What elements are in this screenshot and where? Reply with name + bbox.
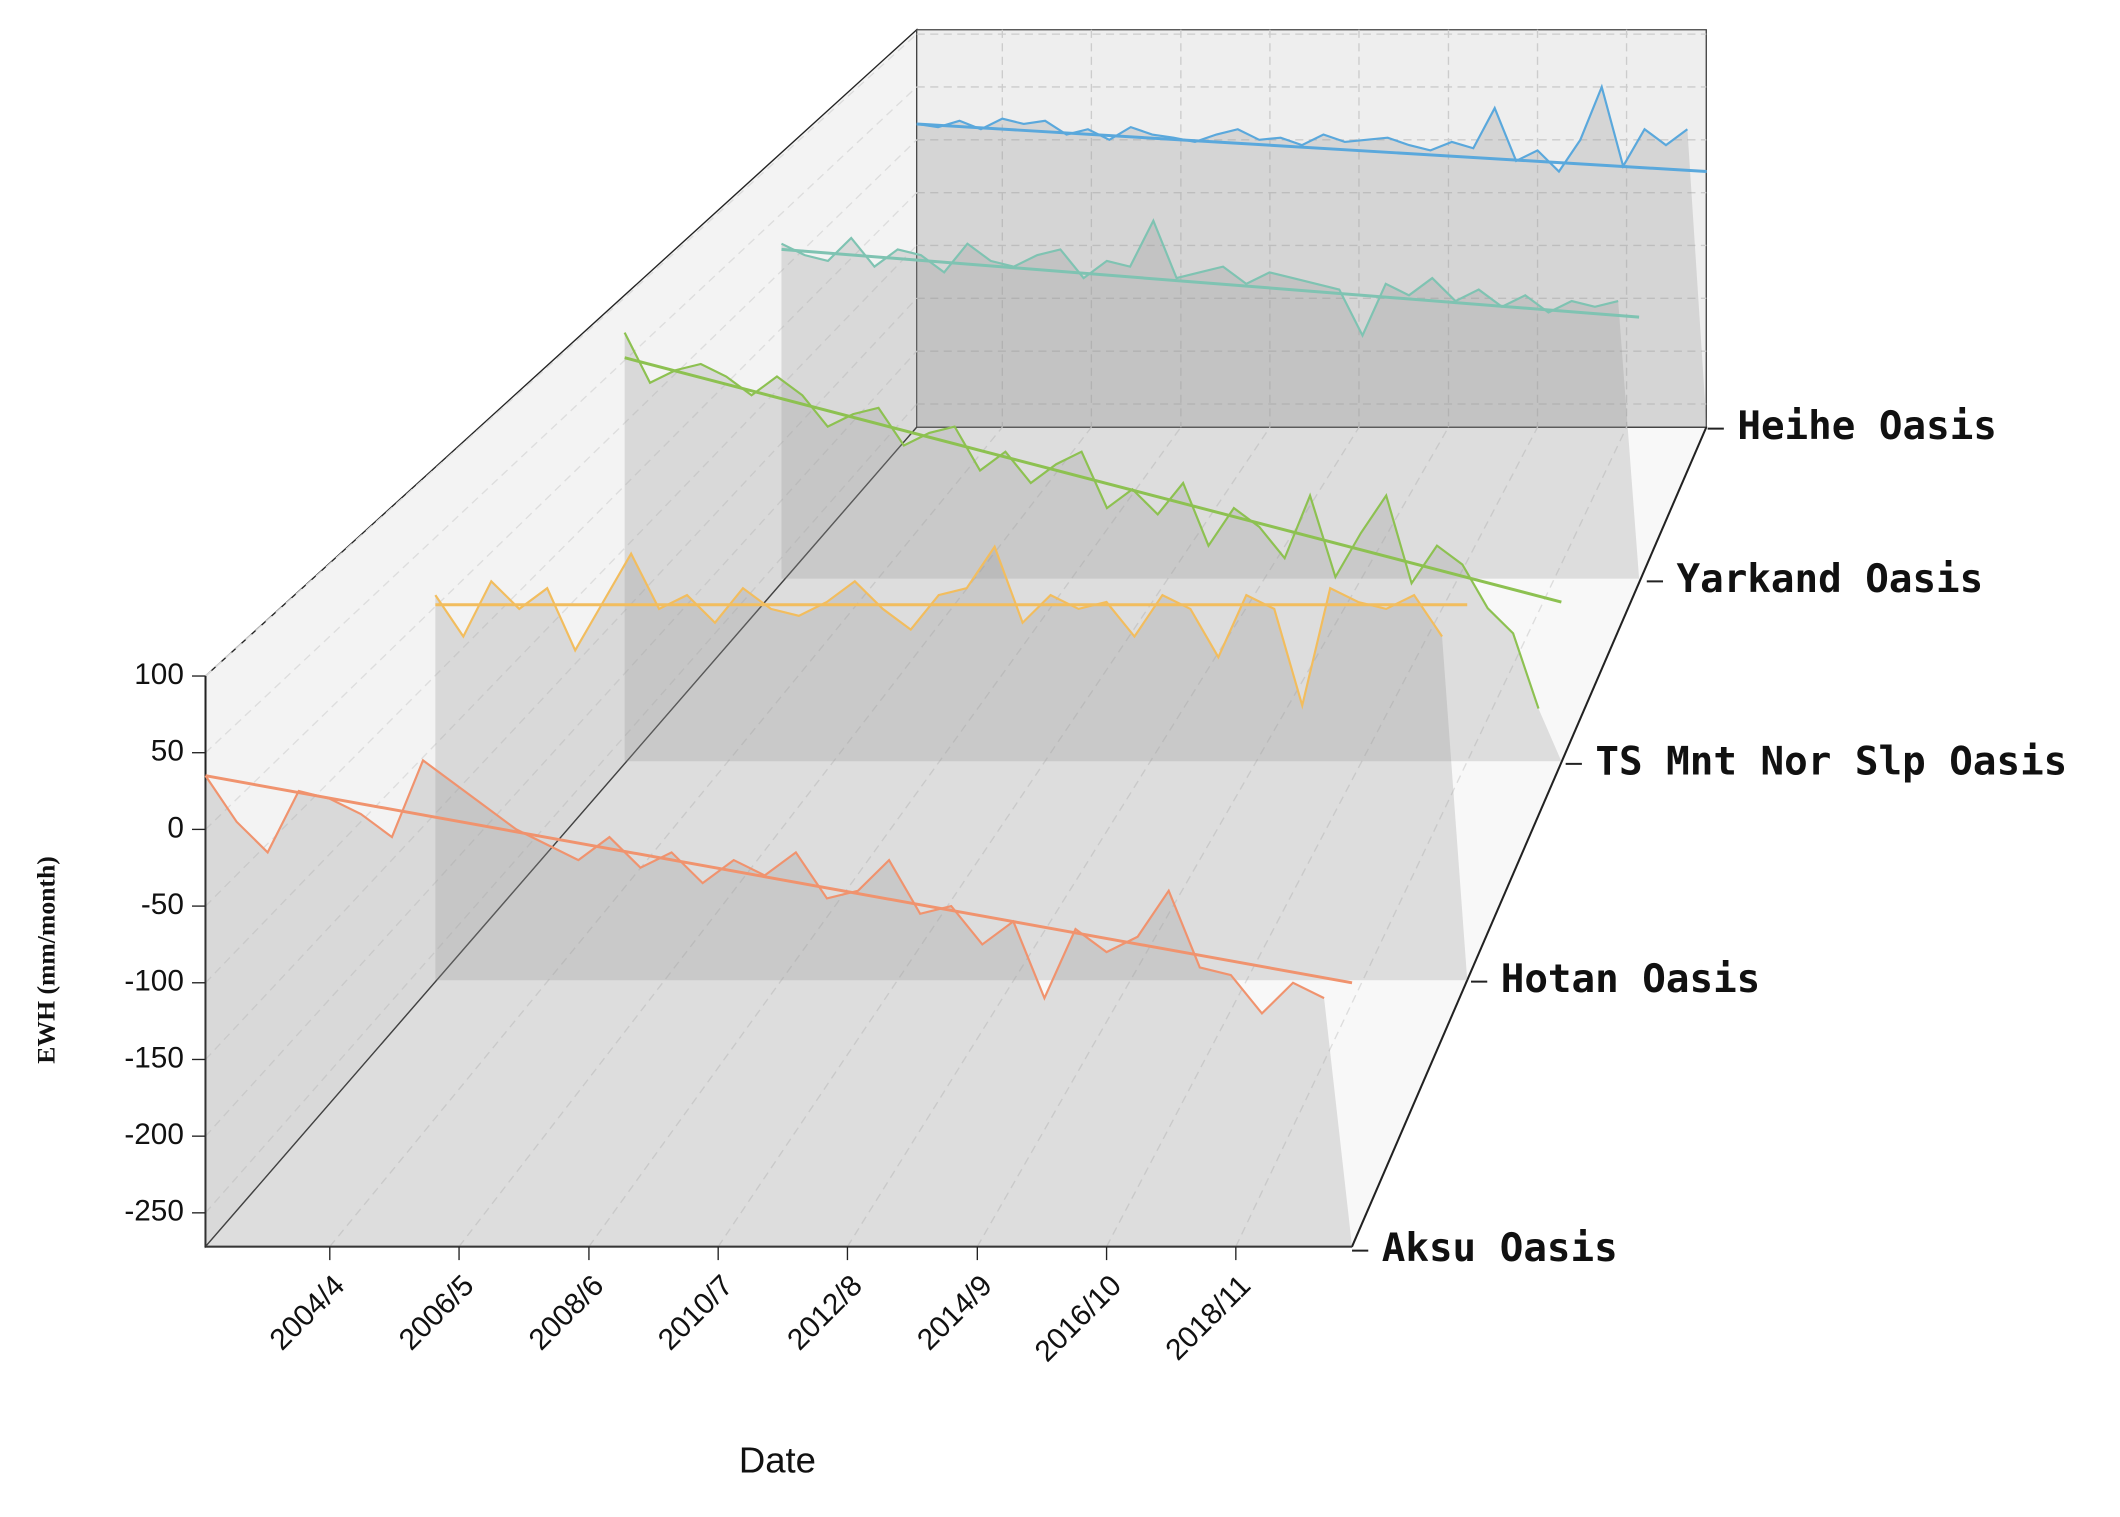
trend-line — [205, 774, 1353, 985]
x-axis-title: Date — [739, 1440, 816, 1481]
y-tick-label: -200 — [124, 1118, 184, 1151]
y-tick-label: -250 — [124, 1195, 184, 1228]
series-line — [916, 83, 1689, 174]
grid-line — [205, 297, 918, 1060]
depth-axis — [1351, 426, 1708, 1247]
grid-line — [1235, 426, 1628, 1247]
series-label: Hotan Oasis — [1501, 957, 1761, 1002]
y-tick-label: 50 — [151, 735, 184, 768]
grid-line — [329, 426, 1003, 1248]
x-tick-label: 2010/7 — [652, 1269, 740, 1357]
grid-line — [717, 426, 1271, 1247]
series-line — [434, 544, 1443, 710]
x-tick-label: 2004/4 — [263, 1269, 351, 1357]
y-tick-label: -100 — [124, 965, 184, 998]
grid-line — [205, 403, 918, 1214]
x-tick-label: 2006/5 — [393, 1269, 481, 1357]
area — [205, 760, 1353, 1247]
grid-line — [1105, 426, 1539, 1247]
area — [916, 86, 1707, 428]
y-axis-title: EWH (mm/month) — [32, 856, 61, 1064]
area — [624, 332, 1562, 762]
x-tick-label: 2014/9 — [911, 1269, 999, 1357]
series-label: Aksu Oasis — [1382, 1226, 1618, 1271]
trend-line — [781, 247, 1640, 319]
series-line — [623, 332, 1540, 709]
grid-line — [205, 245, 918, 984]
series-line — [781, 218, 1619, 338]
grid-line — [205, 350, 918, 1137]
grid-line — [846, 426, 1360, 1247]
grid-line — [458, 426, 1092, 1247]
grid-line — [205, 139, 918, 830]
x-tick-label: 2008/6 — [523, 1269, 611, 1357]
x-tick-label: 2018/11 — [1159, 1269, 1257, 1367]
grid-line — [205, 192, 918, 907]
grid-line — [976, 426, 1450, 1247]
y-tick-label: -50 — [141, 888, 184, 921]
series-label: TS Mnt Nor Slp Oasis — [1595, 739, 2067, 784]
series-label: Heihe Oasis — [1737, 404, 1997, 449]
y-tick-label: 0 — [167, 811, 184, 844]
area — [781, 220, 1640, 579]
grid-line — [205, 86, 918, 754]
x-tick-label: 2016/10 — [1029, 1269, 1128, 1368]
grid-line — [205, 33, 918, 677]
series-label: Yarkand Oasis — [1677, 557, 1984, 602]
trend-line — [624, 356, 1562, 604]
y-tick-label: 100 — [134, 658, 184, 691]
area — [435, 546, 1468, 981]
y-tick-label: -150 — [124, 1041, 184, 1074]
trend-line — [916, 122, 1707, 173]
grid-line — [588, 426, 1182, 1247]
x-tick-label: 2012/8 — [781, 1269, 869, 1357]
